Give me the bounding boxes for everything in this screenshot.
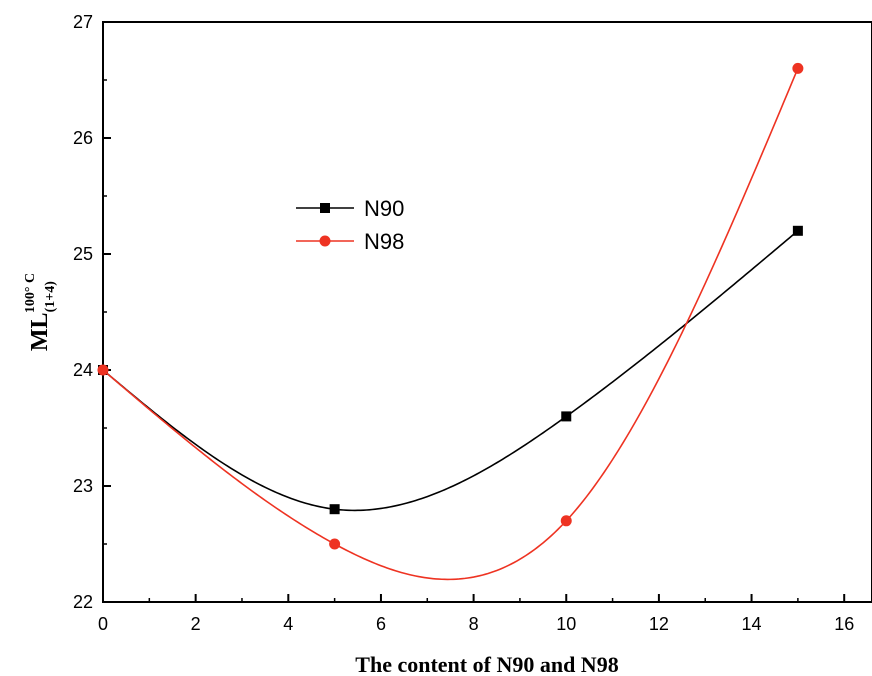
- legend-label-n98: N98: [364, 229, 404, 254]
- y-tick-label: 22: [73, 592, 93, 612]
- plot-frame: [102, 21, 872, 603]
- data-point-n98: [329, 538, 341, 550]
- data-point-n90: [329, 504, 340, 515]
- x-tick-label: 0: [98, 614, 108, 634]
- data-point-n98: [560, 515, 572, 527]
- x-tick-label: 14: [742, 614, 762, 634]
- y-tick-label: 27: [73, 12, 93, 32]
- y-tick-label: 24: [73, 360, 93, 380]
- x-tick-label: 10: [556, 614, 576, 634]
- x-tick-label: 4: [283, 614, 293, 634]
- x-tick-label: 12: [649, 614, 669, 634]
- svg-text:ML(1+4)100° C: ML(1+4) 100° C: [23, 273, 58, 351]
- data-point-n90: [792, 225, 803, 236]
- legend-marker-n98: [319, 235, 331, 247]
- data-point-n98: [792, 62, 804, 74]
- x-axis-title: The content of N90 and N98: [355, 652, 618, 676]
- x-tick-label: 16: [834, 614, 854, 634]
- y-tick-label: 23: [73, 476, 93, 496]
- y-tick-label: 25: [73, 244, 93, 264]
- data-point-n98: [97, 364, 109, 376]
- x-tick-label: 6: [376, 614, 386, 634]
- data-point-n90: [561, 411, 572, 422]
- legend-label-n90: N90: [364, 196, 404, 221]
- x-tick-label: 8: [469, 614, 479, 634]
- y-axis-title-subscript: (1+4): [43, 281, 58, 313]
- y-axis-title: ML(1+4) 100° C: [23, 273, 58, 351]
- series-line-n98: [102, 68, 799, 581]
- x-tick-label: 2: [191, 614, 201, 634]
- series-line-n90: [102, 230, 799, 512]
- y-tick-label: 26: [73, 128, 93, 148]
- y-axis-title-main: ML: [27, 312, 53, 351]
- legend-marker-n90: [320, 203, 330, 213]
- series-layer: [97, 62, 804, 581]
- y-axis-title-superscript: 100° C: [23, 273, 38, 313]
